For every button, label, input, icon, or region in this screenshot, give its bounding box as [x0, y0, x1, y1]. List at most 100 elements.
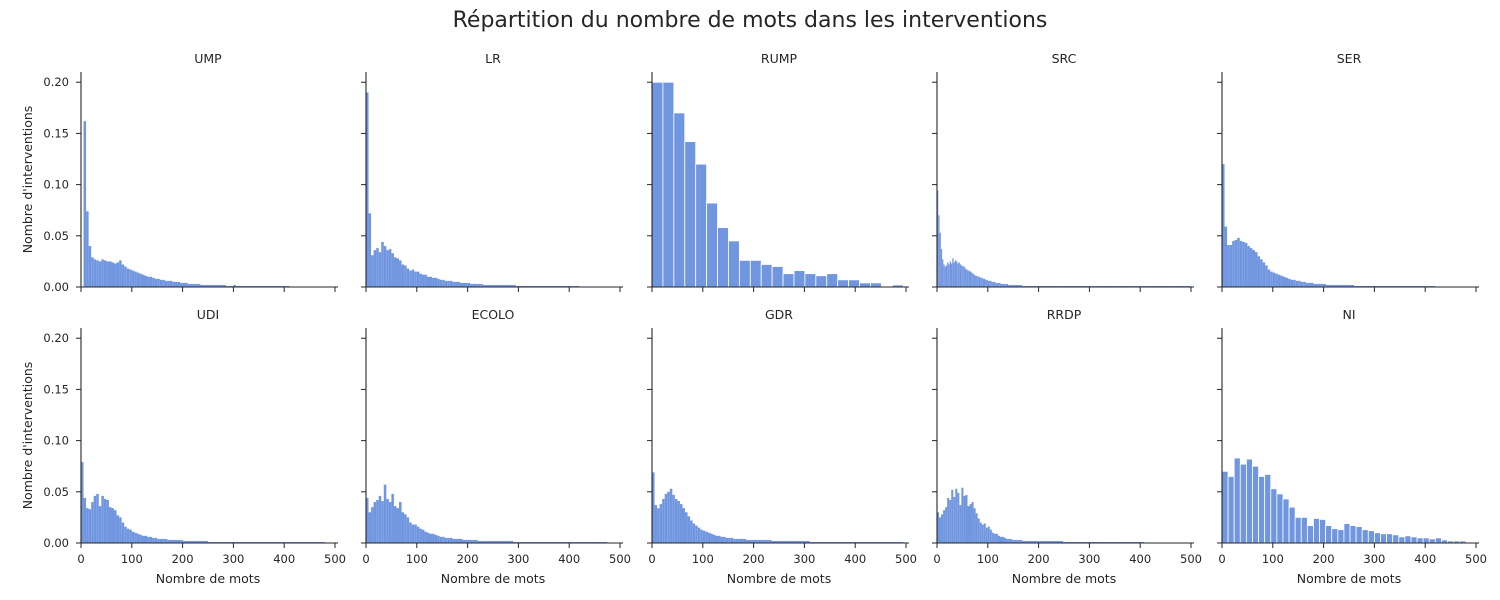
- bar: [500, 284, 504, 287]
- x-tick-label: 400: [844, 552, 866, 566]
- bar: [141, 274, 145, 287]
- bar: [116, 515, 120, 543]
- bar: [376, 248, 379, 287]
- bar: [459, 538, 463, 543]
- bar: [1300, 517, 1308, 544]
- bar: [728, 240, 740, 288]
- bar: [1265, 265, 1268, 287]
- bar: [124, 526, 127, 543]
- bar: [672, 494, 675, 543]
- bar: [177, 539, 181, 543]
- x-tick-label: 300: [222, 552, 244, 566]
- bar: [510, 284, 514, 287]
- bar: [999, 536, 1003, 543]
- bar: [981, 524, 984, 543]
- bar: [952, 258, 954, 287]
- bar: [442, 279, 445, 287]
- bar: [995, 282, 997, 287]
- bar: [98, 261, 102, 287]
- bar: [383, 484, 387, 543]
- bars-udi: [81, 462, 325, 543]
- x-tick-label: 400: [273, 552, 295, 566]
- bar: [959, 264, 962, 287]
- bar: [485, 540, 488, 543]
- bar: [1012, 539, 1015, 543]
- bar: [462, 282, 466, 287]
- bar: [806, 540, 810, 543]
- bar: [710, 533, 713, 543]
- x-tick-label: 300: [1078, 552, 1100, 566]
- bar: [1222, 164, 1225, 287]
- bar: [223, 284, 226, 287]
- bar: [1349, 284, 1352, 287]
- bar: [1337, 529, 1345, 544]
- bar: [937, 512, 940, 543]
- bar: [136, 533, 140, 543]
- bar: [83, 121, 87, 287]
- bar: [454, 538, 458, 543]
- bar: [106, 261, 109, 287]
- bar: [1018, 284, 1020, 287]
- bar: [505, 284, 509, 287]
- bar: [152, 277, 155, 287]
- bar: [149, 536, 153, 543]
- bar: [971, 272, 973, 287]
- bar: [706, 202, 718, 288]
- bar: [954, 260, 957, 287]
- bar: [782, 273, 795, 288]
- bar: [784, 540, 787, 543]
- x-tick-label: 400: [558, 552, 580, 566]
- bar: [957, 263, 959, 287]
- bar: [434, 534, 438, 543]
- bar: [1056, 540, 1059, 543]
- bar: [126, 528, 130, 543]
- bar: [154, 537, 158, 543]
- x-tick-label: 200: [1028, 552, 1050, 566]
- bar: [978, 276, 981, 287]
- bar: [939, 517, 942, 543]
- bar: [434, 277, 438, 287]
- bar: [738, 538, 741, 543]
- bar: [1349, 525, 1357, 544]
- bar: [1008, 538, 1011, 543]
- bar: [404, 265, 407, 287]
- bar: [139, 273, 142, 287]
- bar: [119, 260, 122, 287]
- bar: [414, 271, 417, 287]
- bar: [1054, 540, 1057, 543]
- bar: [700, 529, 703, 543]
- bar: [147, 536, 150, 543]
- y-tick-label: 0.15: [43, 382, 69, 396]
- bar: [793, 270, 806, 288]
- x-tick-label: 0: [362, 552, 369, 566]
- bar: [205, 540, 208, 543]
- bar: [796, 540, 800, 543]
- bar: [1294, 517, 1302, 544]
- bar: [1428, 538, 1436, 544]
- x-tick-label: 400: [1129, 552, 1151, 566]
- bar: [1262, 262, 1266, 287]
- bar: [953, 262, 955, 287]
- panel-ser: SER: [1217, 51, 1479, 292]
- bar: [959, 505, 962, 543]
- bar: [1338, 284, 1342, 287]
- bar: [414, 524, 417, 543]
- bar: [745, 539, 749, 543]
- bar: [1020, 284, 1023, 287]
- x-tick-label: 0: [933, 552, 940, 566]
- bar: [388, 249, 392, 287]
- bar: [753, 539, 757, 543]
- bar: [738, 259, 751, 288]
- bar: [152, 537, 155, 543]
- bar: [697, 527, 701, 543]
- bar: [1013, 284, 1015, 287]
- bar: [1060, 540, 1063, 543]
- bar: [735, 538, 739, 543]
- bar: [763, 539, 767, 543]
- x-tick-label: 100: [692, 552, 714, 566]
- bar: [718, 535, 721, 543]
- bar: [139, 534, 142, 543]
- bar: [416, 526, 420, 543]
- bar: [967, 270, 969, 287]
- bars-ump: [83, 121, 290, 287]
